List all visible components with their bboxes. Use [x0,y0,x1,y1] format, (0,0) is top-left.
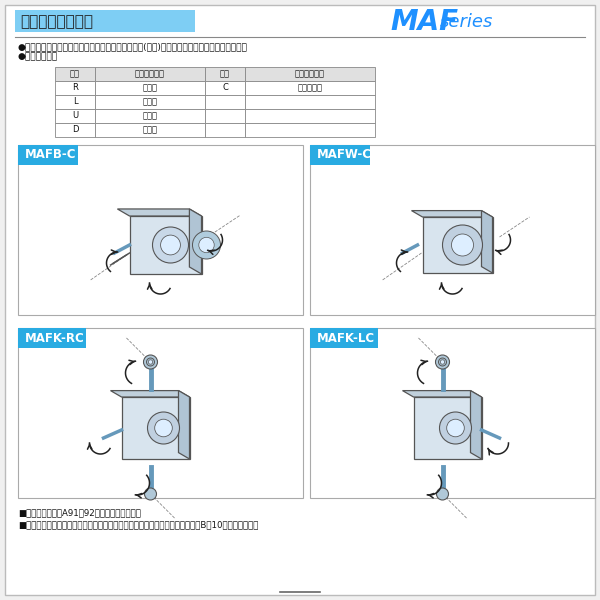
FancyBboxPatch shape [310,145,370,165]
Text: MAFK-LC: MAFK-LC [317,331,375,344]
Text: ■軸配置の詳細はA91・92を参照して下さい。: ■軸配置の詳細はA91・92を参照して下さい。 [18,508,141,517]
Circle shape [146,358,155,366]
FancyBboxPatch shape [18,328,86,348]
FancyBboxPatch shape [95,67,205,81]
Text: ●軸配置は入力軸またはモータを手前にして出力軸(青色)の出ている方向で決定して下さい。: ●軸配置は入力軸またはモータを手前にして出力軸(青色)の出ている方向で決定して下… [18,43,248,52]
Text: ■特殊な取付状態については、当社へお問い合わせ下さい。なお、参考としてB－10をご覧下さい。: ■特殊な取付状態については、当社へお問い合わせ下さい。なお、参考としてB－10を… [18,520,259,529]
FancyBboxPatch shape [5,5,595,595]
Circle shape [439,358,446,366]
Text: U: U [72,112,78,121]
Polygon shape [151,416,176,440]
Text: 出力軸の方向: 出力軸の方向 [295,70,325,79]
Text: C: C [222,83,228,92]
Polygon shape [157,231,185,259]
FancyBboxPatch shape [95,81,205,95]
FancyBboxPatch shape [245,67,375,81]
Polygon shape [118,209,202,216]
Text: ●軸配置の記号: ●軸配置の記号 [18,52,58,61]
FancyBboxPatch shape [18,145,303,315]
Polygon shape [130,216,202,274]
Text: 出力軸の方向: 出力軸の方向 [135,70,165,79]
Text: L: L [73,97,77,107]
Text: R: R [72,83,78,92]
Text: 下　側: 下 側 [143,125,157,134]
Polygon shape [482,211,493,273]
Text: 上　側: 上 側 [143,112,157,121]
Circle shape [436,355,449,369]
Polygon shape [179,391,190,459]
Circle shape [199,237,214,253]
FancyBboxPatch shape [245,81,375,95]
Text: 左　側: 左 側 [143,97,157,107]
Text: MAFK-RC: MAFK-RC [25,331,85,344]
FancyBboxPatch shape [15,10,195,32]
FancyBboxPatch shape [205,109,245,123]
FancyBboxPatch shape [95,109,205,123]
Circle shape [155,419,172,437]
Text: 記号: 記号 [70,70,80,79]
FancyBboxPatch shape [95,95,205,109]
FancyBboxPatch shape [310,145,595,315]
FancyBboxPatch shape [18,145,78,165]
FancyBboxPatch shape [55,123,95,137]
FancyBboxPatch shape [245,95,375,109]
Polygon shape [190,209,202,274]
FancyBboxPatch shape [205,67,245,81]
Polygon shape [110,391,190,397]
Text: MAFW-C: MAFW-C [317,148,372,161]
Circle shape [145,488,157,500]
Circle shape [443,225,482,265]
Polygon shape [470,391,482,459]
FancyBboxPatch shape [18,328,303,498]
Circle shape [143,355,157,369]
Circle shape [152,227,188,263]
FancyBboxPatch shape [245,123,375,137]
Circle shape [437,488,449,500]
Circle shape [148,412,179,444]
Text: series: series [440,13,493,31]
FancyBboxPatch shape [205,95,245,109]
Circle shape [193,231,221,259]
FancyBboxPatch shape [95,123,205,137]
Text: 記号: 記号 [220,70,230,79]
Polygon shape [403,391,482,397]
Circle shape [440,360,445,364]
Text: 軸配置と回転方向: 軸配置と回転方向 [20,14,93,29]
Polygon shape [448,230,478,260]
Polygon shape [412,211,493,217]
Circle shape [452,234,473,256]
FancyBboxPatch shape [245,109,375,123]
FancyBboxPatch shape [55,67,95,81]
FancyBboxPatch shape [205,81,245,95]
Text: MAFB-C: MAFB-C [25,148,77,161]
FancyBboxPatch shape [55,81,95,95]
Polygon shape [121,397,190,459]
FancyBboxPatch shape [310,328,595,498]
Polygon shape [443,416,467,440]
FancyBboxPatch shape [310,328,378,348]
Circle shape [439,412,472,444]
Polygon shape [422,217,493,273]
Circle shape [161,235,181,255]
Text: MAF: MAF [390,8,458,36]
Circle shape [148,360,152,364]
Circle shape [446,419,464,437]
FancyBboxPatch shape [55,95,95,109]
FancyBboxPatch shape [55,109,95,123]
Text: 右　側: 右 側 [143,83,157,92]
Polygon shape [413,397,482,459]
Text: D: D [72,125,78,134]
FancyBboxPatch shape [205,123,245,137]
Text: 出力軸両軸: 出力軸両軸 [298,83,323,92]
